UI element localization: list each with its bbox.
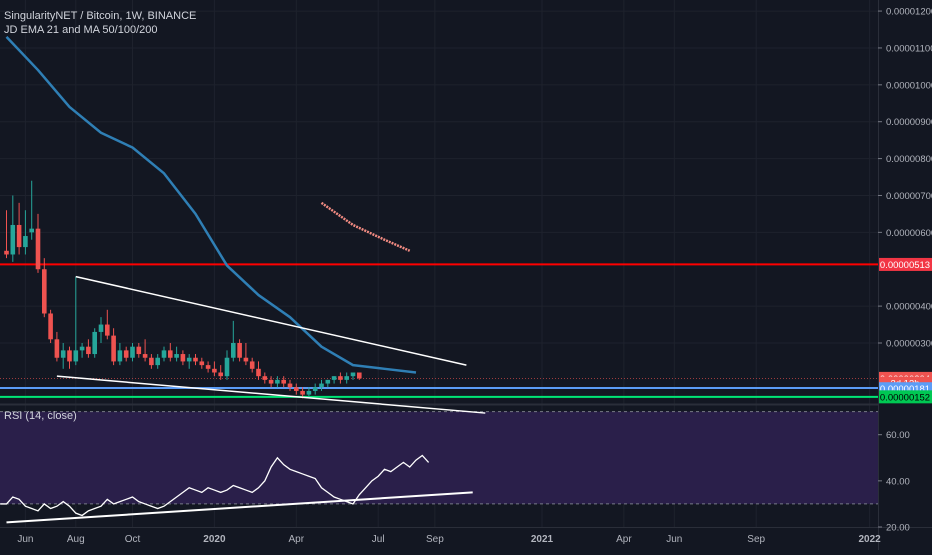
candle-body xyxy=(79,346,85,351)
candle-body xyxy=(268,379,274,384)
candle-body xyxy=(23,236,28,248)
rsi-tick-label: 60.00 xyxy=(886,430,910,441)
price-badge-label: 0.00000181 xyxy=(880,384,930,395)
price-tick-label: 0.00000300 xyxy=(886,338,932,349)
time-tick-label: Oct xyxy=(125,534,141,545)
candle-body xyxy=(300,390,305,395)
candle-body xyxy=(105,324,110,336)
time-tick-label: Jun xyxy=(666,534,682,545)
price-badge-label: 0.00000152 xyxy=(880,392,930,403)
time-tick-label: Apr xyxy=(616,534,632,545)
candle-body xyxy=(98,324,104,332)
candle-body xyxy=(331,376,337,380)
candle-body xyxy=(111,335,116,362)
candle-body xyxy=(149,357,154,366)
candle-body xyxy=(67,350,72,362)
candle-body xyxy=(136,346,142,355)
candle-body xyxy=(42,269,47,314)
candle-body xyxy=(16,224,22,248)
price-axis-background xyxy=(878,0,932,550)
candle-body xyxy=(48,313,53,340)
candle-body xyxy=(73,350,79,362)
rsi-legend: RSI (14, close) xyxy=(4,410,77,422)
candle-body xyxy=(174,354,179,358)
ema-segment xyxy=(320,201,411,252)
time-tick-label: Apr xyxy=(289,534,305,545)
candle-body xyxy=(357,372,362,379)
candle-body xyxy=(205,365,211,369)
chart-title: SingularityNET / Bitcoin, 1W, BINANCE xyxy=(4,10,197,22)
candle-body xyxy=(199,361,205,366)
time-tick-label: 2020 xyxy=(203,534,226,545)
price-tick-label: 0.00001200 xyxy=(886,7,932,18)
candle-body xyxy=(186,357,192,362)
candle-body xyxy=(4,250,9,255)
time-tick-label: Sep xyxy=(426,534,444,545)
candle-body xyxy=(180,354,186,362)
candle-body xyxy=(275,379,280,384)
price-tick-label: 0.00001000 xyxy=(886,80,932,91)
rsi-tick-label: 40.00 xyxy=(886,476,910,487)
candle-body xyxy=(237,342,242,358)
candle-body xyxy=(92,331,97,355)
candle-body xyxy=(306,390,312,395)
rsi-line xyxy=(0,454,430,517)
trendline xyxy=(56,375,486,414)
candle-body xyxy=(60,350,66,358)
time-tick-label: Sep xyxy=(747,534,765,545)
price-tick-label: 0.00000700 xyxy=(886,191,932,202)
candle-body xyxy=(218,372,223,377)
candle-body xyxy=(193,357,198,362)
candle-body xyxy=(224,357,230,377)
price-badge xyxy=(879,257,932,271)
candle-body xyxy=(338,376,343,380)
candle-body xyxy=(123,350,129,358)
candle-body xyxy=(161,350,167,358)
candle-body xyxy=(142,354,148,358)
price-badge-label: 0.00000513 xyxy=(880,260,930,271)
trendline xyxy=(75,275,467,366)
candle-body xyxy=(29,228,34,233)
candle-body xyxy=(212,368,217,373)
candle-body xyxy=(243,357,249,362)
price-tick-label: 0.00000800 xyxy=(886,154,932,165)
candle-body xyxy=(262,376,268,380)
candle-body xyxy=(10,224,16,255)
candle-body xyxy=(312,387,318,391)
time-tick-label: 2021 xyxy=(531,534,554,545)
candle-body xyxy=(168,350,173,358)
candle-body xyxy=(155,357,160,366)
ma-line xyxy=(5,36,417,374)
candle-body xyxy=(231,342,236,358)
time-tick-label: Aug xyxy=(67,534,85,545)
candle-body xyxy=(130,346,135,358)
candle-body xyxy=(256,368,261,377)
candle-body xyxy=(117,350,123,362)
price-tick-label: 0.00000600 xyxy=(886,228,932,239)
candle-body xyxy=(249,361,255,369)
candle-body xyxy=(350,372,356,377)
rsi-band xyxy=(0,411,878,504)
time-tick-label: Jun xyxy=(17,534,33,545)
price-badge xyxy=(879,390,932,404)
candle-body xyxy=(344,376,349,380)
indicator-legend: JD EMA 21 and MA 50/100/200 xyxy=(4,24,158,36)
rsi-trendline xyxy=(6,491,473,524)
candle-body xyxy=(86,346,91,355)
time-tick-label: 2022 xyxy=(858,534,881,545)
candle-body xyxy=(287,383,293,388)
candle-body xyxy=(54,339,60,358)
rsi-tick-label: 20.00 xyxy=(886,523,910,534)
price-tick-label: 0.00001100 xyxy=(886,43,932,54)
price-tick-label: 0.00000400 xyxy=(886,302,932,313)
candle-body xyxy=(281,379,286,384)
time-tick-label: Jul xyxy=(372,534,385,545)
price-tick-label: 0.00000900 xyxy=(886,117,932,128)
candle-body xyxy=(35,228,41,270)
candle-body xyxy=(294,387,299,391)
candle-body xyxy=(319,383,324,388)
candle-body xyxy=(325,379,331,384)
